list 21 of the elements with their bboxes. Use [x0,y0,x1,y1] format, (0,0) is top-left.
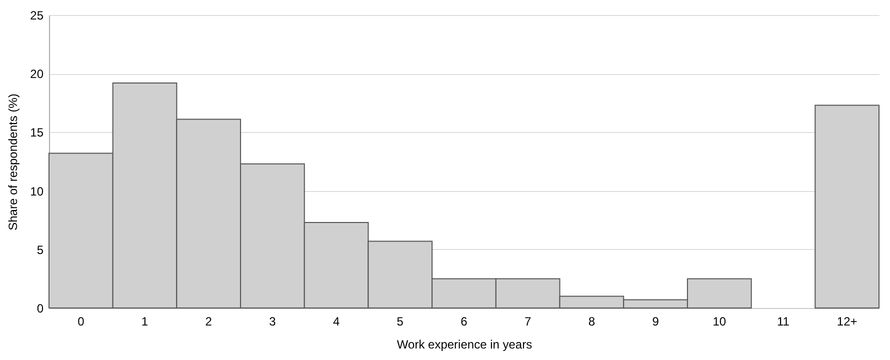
x-tick-label: 11 [776,314,790,328]
y-tick-label: 10 [30,184,44,198]
x-tick-label: 0 [78,314,85,328]
x-tick-label: 7 [524,314,532,328]
x-tick-label: 9 [652,314,660,328]
x-tick-label: 8 [588,314,596,328]
y-tick-label: 15 [30,126,44,140]
x-tick-label: 12+ [836,314,858,328]
y-axis-title: Share of respondents (%) [6,94,20,230]
x-tick-label: 5 [396,314,404,328]
y-tick-label: 25 [30,8,44,22]
x-axis-title: Work experience in years [396,338,532,352]
x-tick-label: 10 [712,314,726,328]
x-tick-label: 3 [269,314,276,328]
y-tick-label: 5 [36,242,44,257]
y-tick-label: 0 [36,302,44,316]
x-tick-label: 6 [460,314,468,328]
x-tick-label: 2 [205,314,212,328]
x-tick-label: 4 [332,314,340,328]
y-tick-label: 20 [30,67,44,82]
x-tick-label: 1 [141,314,148,328]
